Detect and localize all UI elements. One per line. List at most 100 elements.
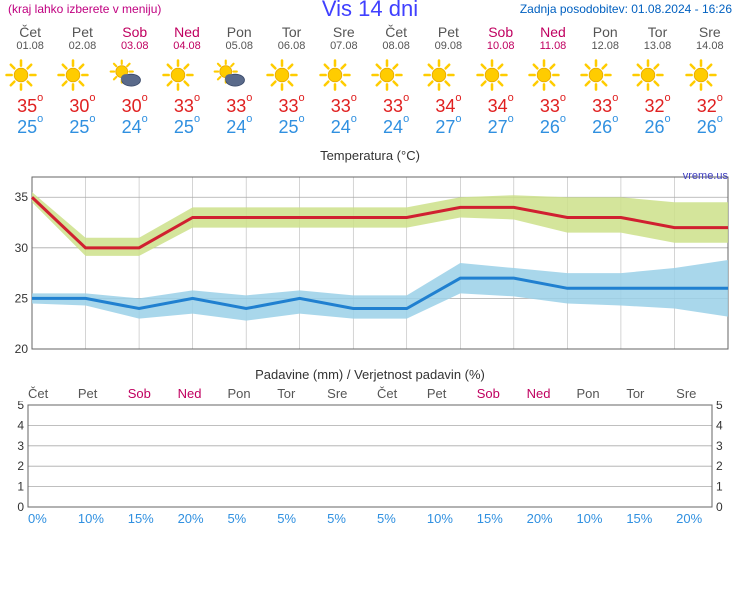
day-date: 01.08 [4,40,56,52]
sun-icon [318,58,370,92]
temperature-chart-title: Temperatura (°C) [4,144,736,167]
precip-day-name: Tor [626,386,676,401]
precip-chart-title: Padavine (mm) / Verjetnost padavin (%) [4,363,736,386]
day-name: Čet [4,24,56,40]
partly-cloudy-icon [213,58,265,92]
temp-low: 26o [631,117,683,138]
forecast-days-row: Čet01.08Pet02.08Sob03.08Ned04.08Pon05.08… [0,22,740,54]
precip-day-name: Ned [178,386,228,401]
day-header: Ned04.08 [161,24,213,52]
day-name: Pon [579,24,631,40]
day-header: Tor06.08 [265,24,317,52]
day-date: 02.08 [56,40,108,52]
day-header: Pon05.08 [213,24,265,52]
svg-text:1: 1 [716,480,723,494]
temp-high: 33o [579,96,631,117]
sun-icon [475,58,527,92]
temperature-chart: Temperatura (°C) vreme.us 20253035 [4,144,736,357]
day-name: Sob [109,24,161,40]
precip-day-name: Pon [576,386,626,401]
day-date: 04.08 [161,40,213,52]
precip-probability: 5% [277,511,327,526]
temp-high: 33o [213,96,265,117]
svg-text:2: 2 [17,459,24,473]
svg-text:4: 4 [17,418,24,432]
sun-icon [161,58,213,92]
precip-day-name: Sre [327,386,377,401]
svg-text:30: 30 [15,241,29,255]
day-date: 08.08 [370,40,422,52]
forecast-icons-row [0,54,740,96]
day-date: 03.08 [109,40,161,52]
sun-icon [579,58,631,92]
svg-text:2: 2 [716,459,723,473]
sun-icon [631,58,683,92]
partly-cloudy-icon [109,58,161,92]
precip-probability: 20% [527,511,577,526]
day-date: 09.08 [422,40,474,52]
precip-day-name: Sob [477,386,527,401]
precip-probability: 10% [576,511,626,526]
day-date: 11.08 [527,40,579,52]
temp-low: 24o [370,117,422,138]
temp-low: 24o [109,117,161,138]
precip-probability: 20% [676,511,726,526]
day-name: Čet [370,24,422,40]
day-name: Tor [265,24,317,40]
sun-icon [56,58,108,92]
precip-probability: 5% [327,511,377,526]
precip-probability: 15% [626,511,676,526]
svg-text:20: 20 [15,342,29,356]
precip-probability: 15% [128,511,178,526]
forecast-high-row: 35o30o30o33o33o33o33o33o34o34o33o33o32o3… [0,96,740,117]
precip-day-name: Pet [427,386,477,401]
day-header: Čet08.08 [370,24,422,52]
svg-text:35: 35 [15,190,29,204]
temp-high: 30o [56,96,108,117]
svg-text:4: 4 [716,418,723,432]
day-name: Pet [56,24,108,40]
sun-icon [422,58,474,92]
temp-high: 33o [527,96,579,117]
day-header: Pet09.08 [422,24,474,52]
sun-icon [527,58,579,92]
precip-day-name: Čet [28,386,78,401]
forecast-low-row: 25o25o24o25o24o25o24o24o27o27o26o26o26o2… [0,117,740,138]
day-name: Pet [422,24,474,40]
day-date: 10.08 [475,40,527,52]
precip-probability: 10% [427,511,477,526]
precip-chart: Padavine (mm) / Verjetnost padavin (%) Č… [4,363,736,526]
precip-day-name: Sre [676,386,726,401]
temp-low: 26o [527,117,579,138]
temp-low: 25o [161,117,213,138]
temp-low: 25o [56,117,108,138]
day-header: Tor13.08 [631,24,683,52]
day-name: Sre [684,24,736,40]
svg-text:5: 5 [17,401,24,412]
page-title: Vis 14 dni [322,0,418,22]
precip-probability: 5% [377,511,427,526]
temp-high: 35o [4,96,56,117]
svg-text:0: 0 [716,500,723,511]
temp-low: 26o [684,117,736,138]
precip-probability: 15% [477,511,527,526]
temp-low: 24o [318,117,370,138]
precip-probability: 20% [178,511,228,526]
day-header: Sre14.08 [684,24,736,52]
day-header: Ned11.08 [527,24,579,52]
precip-day-name: Sob [128,386,178,401]
temp-low: 24o [213,117,265,138]
precip-probability-row: 0%10%15%20%5%5%5%5%10%15%20%10%15%20% [4,511,736,526]
day-name: Pon [213,24,265,40]
precip-probability: 5% [227,511,277,526]
temp-low: 27o [475,117,527,138]
svg-text:5: 5 [716,401,723,412]
precip-day-name: Pon [227,386,277,401]
precip-probability: 0% [28,511,78,526]
day-header: Sob10.08 [475,24,527,52]
temp-high: 33o [318,96,370,117]
header-menu-hint: (kraj lahko izberete v meniju) [8,2,161,16]
precip-chart-svg: 001122334455 [4,401,736,511]
day-name: Sre [318,24,370,40]
day-date: 14.08 [684,40,736,52]
